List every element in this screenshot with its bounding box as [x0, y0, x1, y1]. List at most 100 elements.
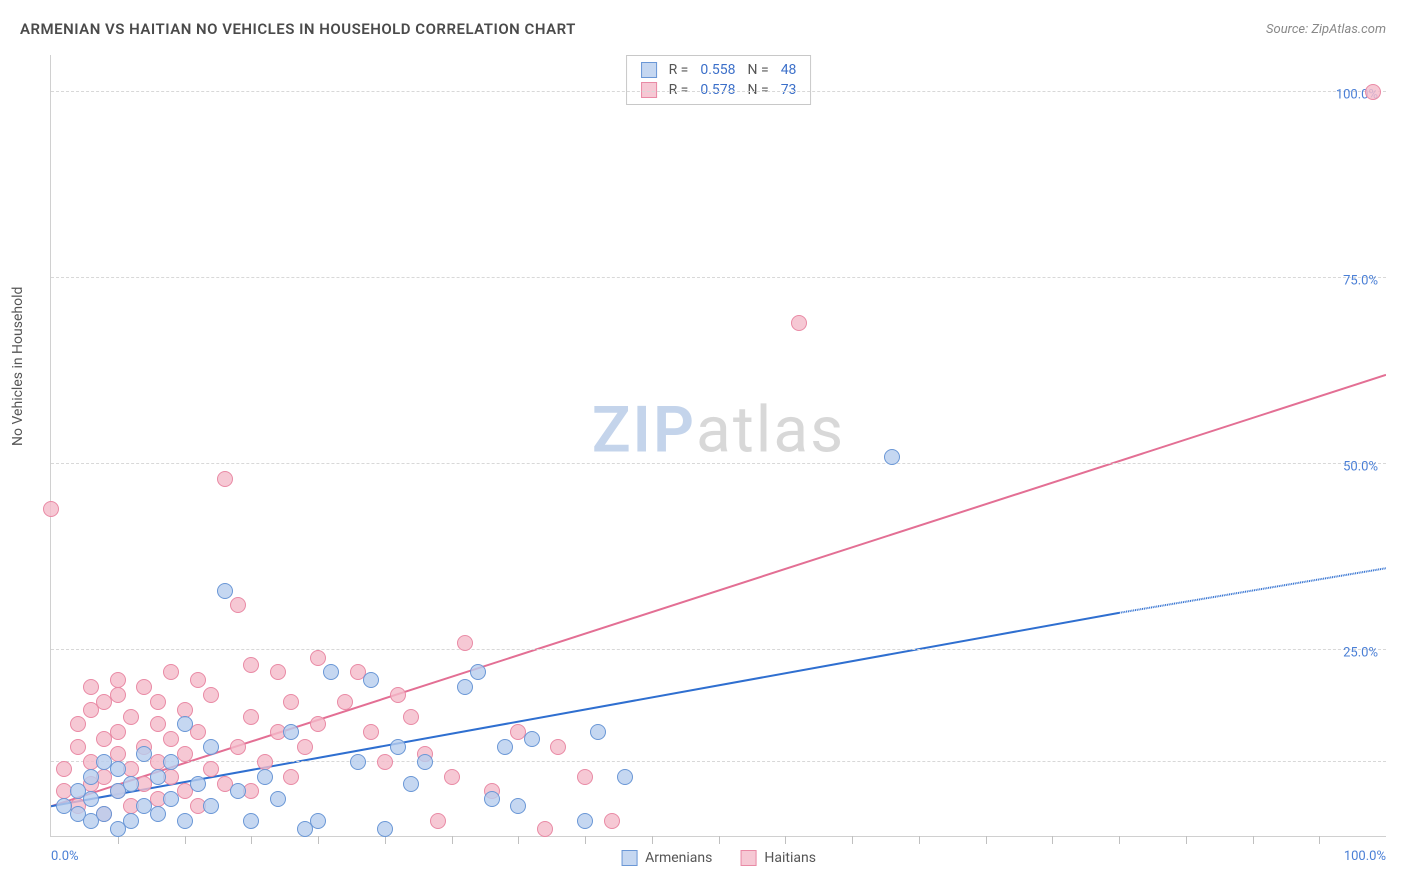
x-tick	[518, 836, 519, 844]
scatter-point-haitians	[283, 769, 299, 785]
scatter-point-armenians	[150, 806, 166, 822]
scatter-point-haitians	[310, 716, 326, 732]
chart-header: ARMENIAN VS HAITIAN NO VEHICLES IN HOUSE…	[20, 20, 1386, 38]
x-axis-max-label: 100.0%	[1344, 849, 1386, 864]
scatter-point-haitians	[56, 761, 72, 777]
scatter-point-armenians	[257, 769, 273, 785]
legend-swatch-armenians	[621, 850, 637, 866]
scatter-point-armenians	[96, 806, 112, 822]
x-tick	[852, 836, 853, 844]
scatter-point-armenians	[203, 739, 219, 755]
scatter-point-haitians	[403, 709, 419, 725]
plot-area: ZIPatlas R = 0.558 N = 48 R = 0.578 N = …	[50, 55, 1386, 837]
series-legend: Armenians Haitians	[621, 850, 816, 866]
scatter-point-armenians	[243, 813, 259, 829]
scatter-point-armenians	[350, 754, 366, 770]
x-tick	[652, 836, 653, 844]
scatter-point-haitians	[337, 694, 353, 710]
scatter-point-haitians	[430, 813, 446, 829]
y-axis-title: No Vehicles in Household	[10, 287, 26, 446]
stats-row-haitians: R = 0.578 N = 73	[627, 80, 811, 100]
scatter-point-haitians	[83, 679, 99, 695]
n-label-armenians: N =	[748, 62, 769, 78]
scatter-point-armenians	[457, 679, 473, 695]
scatter-point-armenians	[270, 791, 286, 807]
scatter-point-armenians	[590, 724, 606, 740]
r-value-armenians: 0.558	[700, 62, 735, 78]
correlation-stats-box: R = 0.558 N = 48 R = 0.578 N = 73	[626, 55, 812, 105]
scatter-point-haitians	[217, 471, 233, 487]
scatter-point-armenians	[470, 664, 486, 680]
trend-line	[51, 375, 1386, 806]
x-tick	[1186, 836, 1187, 844]
x-tick	[1319, 836, 1320, 844]
legend-swatch-haitians	[740, 850, 756, 866]
scatter-point-armenians	[884, 449, 900, 465]
x-tick	[1119, 836, 1120, 844]
y-tick-label: 75.0%	[1343, 274, 1378, 289]
scatter-point-haitians	[230, 597, 246, 613]
scatter-point-haitians	[163, 664, 179, 680]
watermark-part2: atlas	[696, 392, 845, 467]
scatter-point-armenians	[136, 746, 152, 762]
gridline	[51, 463, 1386, 464]
scatter-point-haitians	[177, 702, 193, 718]
n-value-armenians: 48	[781, 62, 797, 78]
n-value-haitians: 73	[781, 82, 797, 98]
scatter-point-haitians	[203, 687, 219, 703]
scatter-point-armenians	[417, 754, 433, 770]
scatter-point-haitians	[377, 754, 393, 770]
scatter-point-armenians	[83, 769, 99, 785]
scatter-point-armenians	[123, 776, 139, 792]
x-tick	[719, 836, 720, 844]
scatter-point-haitians	[457, 635, 473, 651]
y-tick-label: 50.0%	[1343, 460, 1378, 475]
scatter-point-armenians	[123, 813, 139, 829]
scatter-point-armenians	[83, 791, 99, 807]
scatter-point-haitians	[604, 813, 620, 829]
scatter-point-armenians	[150, 769, 166, 785]
scatter-point-haitians	[123, 709, 139, 725]
scatter-point-armenians	[203, 798, 219, 814]
scatter-point-haitians	[110, 687, 126, 703]
scatter-point-haitians	[230, 739, 246, 755]
x-tick	[452, 836, 453, 844]
scatter-point-haitians	[390, 687, 406, 703]
x-tick	[318, 836, 319, 844]
x-axis-min-label: 0.0%	[51, 849, 79, 864]
swatch-armenians	[641, 62, 657, 78]
scatter-point-armenians	[363, 672, 379, 688]
x-tick	[1052, 836, 1053, 844]
scatter-point-armenians	[163, 791, 179, 807]
x-tick	[185, 836, 186, 844]
r-value-haitians: 0.578	[700, 82, 735, 98]
source-name: ZipAtlas.com	[1311, 22, 1386, 37]
n-label-haitians: N =	[748, 82, 769, 98]
legend-label-haitians: Haitians	[764, 850, 816, 866]
scatter-point-armenians	[177, 813, 193, 829]
scatter-point-haitians	[70, 739, 86, 755]
scatter-point-armenians	[497, 739, 513, 755]
scatter-point-armenians	[510, 798, 526, 814]
scatter-point-armenians	[163, 754, 179, 770]
x-tick	[1253, 836, 1254, 844]
scatter-point-haitians	[1365, 84, 1381, 100]
x-tick	[986, 836, 987, 844]
scatter-point-haitians	[537, 821, 553, 837]
scatter-point-haitians	[297, 739, 313, 755]
scatter-point-armenians	[577, 813, 593, 829]
gridline	[51, 649, 1386, 650]
scatter-point-haitians	[150, 716, 166, 732]
x-tick	[585, 836, 586, 844]
scatter-point-haitians	[363, 724, 379, 740]
scatter-point-haitians	[444, 769, 460, 785]
gridline	[51, 91, 1386, 92]
scatter-point-haitians	[283, 694, 299, 710]
stats-row-armenians: R = 0.558 N = 48	[627, 60, 811, 80]
gridline	[51, 277, 1386, 278]
scatter-point-haitians	[70, 716, 86, 732]
scatter-point-armenians	[484, 791, 500, 807]
scatter-point-armenians	[403, 776, 419, 792]
r-label-armenians: R =	[669, 62, 689, 78]
r-label-haitians: R =	[669, 82, 689, 98]
